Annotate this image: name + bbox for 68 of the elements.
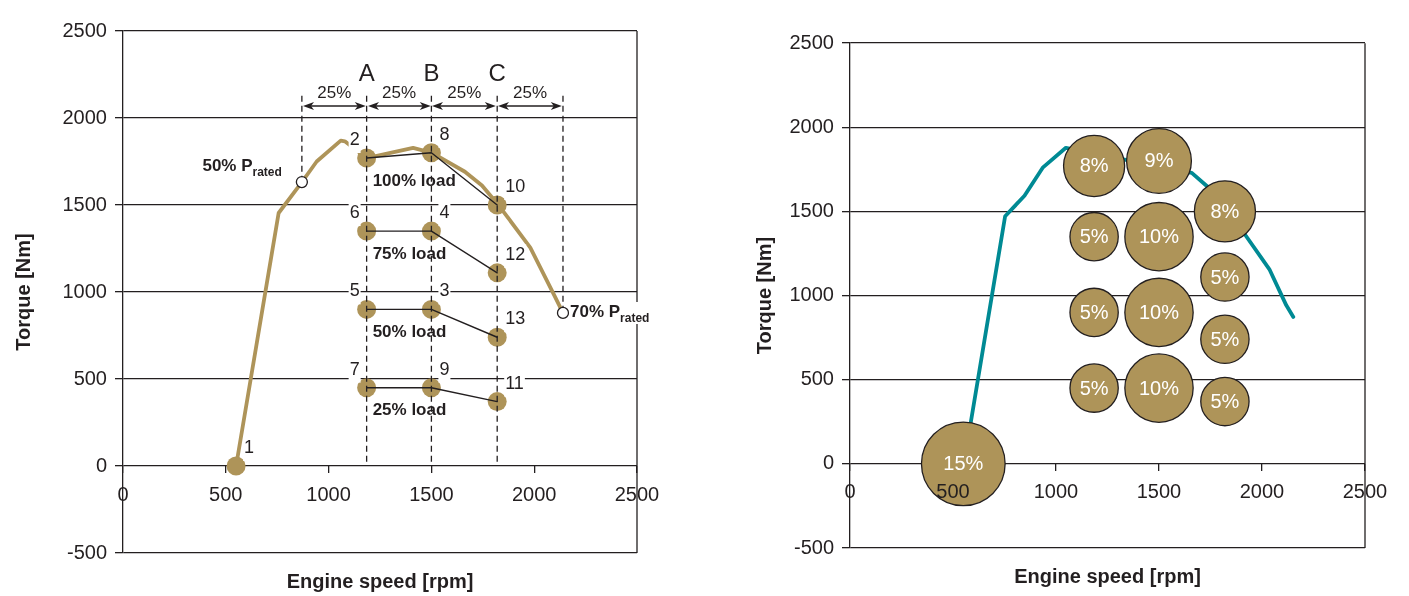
y-tick-label: 0 — [822, 451, 834, 474]
y-tick-label: 1000 — [62, 279, 107, 302]
annotation: 9 — [439, 358, 450, 379]
y-tick-label: 1500 — [789, 198, 834, 221]
annotation: 6 — [349, 202, 360, 223]
data-label: 10% — [1138, 300, 1180, 323]
x-axis-title: Engine speed [rpm] — [1014, 564, 1201, 587]
y-tick-label: 2000 — [789, 114, 834, 137]
y-tick-label: 1000 — [789, 283, 834, 306]
annotation: 11 — [505, 372, 524, 393]
annotation: 12 — [505, 243, 526, 264]
data-label: 15% — [943, 452, 984, 475]
x-tick-label: 1000 — [1033, 480, 1079, 503]
series-label: 25% load — [372, 400, 447, 420]
annotation: 7 — [349, 358, 360, 379]
point — [357, 378, 377, 398]
data-label: 5% — [1210, 265, 1240, 288]
annotation: 25% — [513, 82, 548, 102]
y-tick-label: 500 — [800, 367, 834, 390]
data-label: 8% — [1210, 199, 1240, 222]
x-tick-label: 2000 — [511, 482, 557, 505]
data-label: 5% — [1079, 225, 1109, 248]
y-tick-label: -500 — [793, 535, 834, 558]
annotation: 1 — [244, 436, 255, 457]
point — [357, 299, 377, 319]
y-tick-label: 500 — [73, 366, 107, 389]
x-tick-label: 1500 — [409, 482, 454, 505]
annotation: 3 — [439, 280, 450, 301]
series-label: 50% load — [372, 322, 447, 342]
y-tick-label: 2000 — [62, 105, 107, 128]
point — [295, 175, 309, 189]
data-label: 5% — [1079, 376, 1109, 399]
annotation: 25% — [447, 82, 482, 102]
x-axis-title: Engine speed [rpm] — [286, 569, 474, 592]
annotation: 10 — [505, 175, 526, 196]
x-tick-label: 500 — [209, 482, 243, 505]
data-label: 5% — [1079, 300, 1109, 323]
y-tick-label: 2500 — [789, 30, 834, 53]
y-tick-label: 0 — [95, 453, 107, 476]
annotation: 5 — [349, 280, 360, 301]
x-tick-label: 2000 — [1239, 480, 1285, 503]
x-tick-label: 1000 — [306, 482, 351, 505]
series-label: 75% load — [372, 243, 447, 263]
data-label: 8% — [1079, 154, 1109, 177]
y-tick-label: -500 — [66, 540, 107, 563]
x-tick-label: 500 — [936, 480, 970, 503]
y-tick-label: 1500 — [62, 192, 107, 215]
series-label: 100% load — [372, 170, 456, 190]
point — [226, 456, 246, 476]
data-label: 5% — [1210, 327, 1240, 350]
data-label: 5% — [1210, 390, 1240, 413]
annotation: 2 — [349, 128, 360, 149]
ref-line-label: C — [488, 59, 506, 87]
annotation: 25% — [382, 82, 417, 102]
ref-line-label: B — [423, 59, 440, 87]
ref-line-label: A — [358, 59, 375, 87]
data-label: 9% — [1144, 149, 1174, 172]
data-label: 10% — [1138, 225, 1180, 248]
data-label: 10% — [1138, 376, 1180, 399]
annotation: 4 — [439, 202, 450, 223]
annotation: 13 — [505, 308, 526, 329]
x-tick-label: 1500 — [1136, 480, 1182, 503]
y-tick-label: 2500 — [62, 18, 107, 41]
y-axis-title: Torque [Nm] — [752, 236, 775, 355]
annotation: 25% — [317, 82, 352, 102]
point — [556, 306, 570, 320]
annotation: 8 — [439, 123, 450, 144]
y-axis-title: Torque [Nm] — [11, 233, 34, 351]
